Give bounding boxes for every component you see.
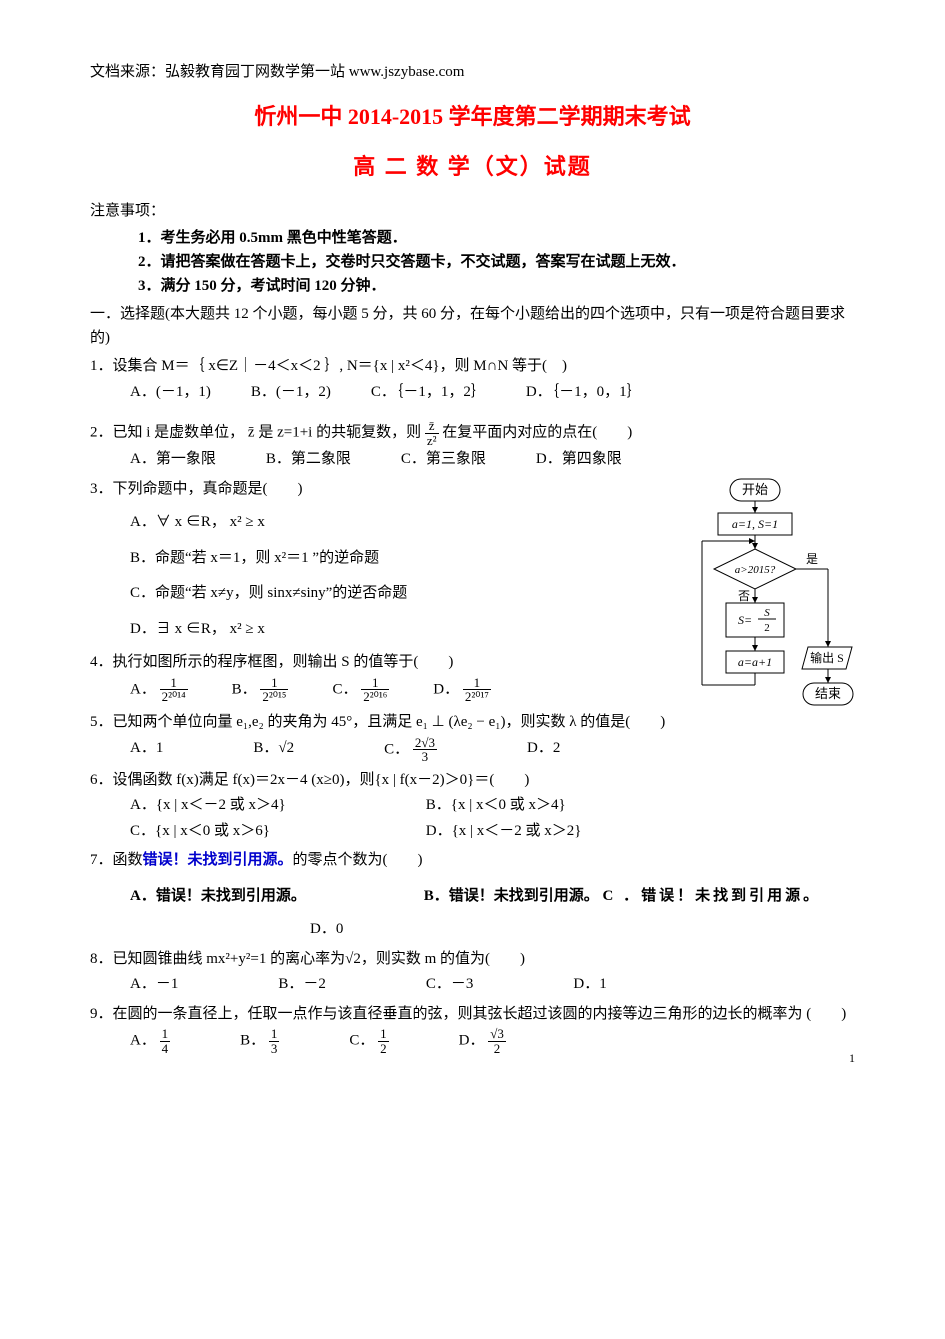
svg-text:a=a+1: a=a+1	[738, 655, 772, 669]
option-a: A． 12²⁰¹⁴	[130, 676, 188, 704]
svg-text:开始: 开始	[742, 482, 768, 497]
exam-title-line2: 高 二 数 学（文）试题	[90, 149, 855, 181]
q2-pre: 2．已知 i 是虚数单位， z̄ 是 z=1+i 的共轭复数，则	[90, 425, 425, 441]
notice-item: 2．请把答案做在答题卡上，交卷时只交答题卡，不交试题，答案写在试题上无效．	[138, 250, 855, 274]
option-c: C．－3	[426, 972, 474, 998]
option-c: C．第三象限	[401, 447, 486, 473]
svg-text:输出 S: 输出 S	[810, 650, 844, 665]
q2-post: 在复平面内对应的点在( )	[442, 425, 632, 441]
fraction: z̄ z²	[425, 419, 439, 447]
option-a: A．(－1，1)	[130, 380, 211, 406]
error-reference: 错误！未找到引用源。	[143, 852, 293, 868]
option-a: A． 14	[130, 1027, 170, 1055]
option-d: D．第四象限	[536, 447, 622, 473]
section-header: 一．选择题(本大题共 12 个小题，每小题 5 分，共 60 分，在每个小题给出…	[90, 302, 855, 350]
question-text: 2．已知 i 是虚数单位， z̄ 是 z=1+i 的共轭复数，则 z̄ z² 在…	[90, 419, 855, 447]
option-b: B．错误！未找到引用源。	[424, 884, 599, 910]
option-b: B．－2	[278, 972, 326, 998]
svg-text:a>2015?: a>2015?	[735, 564, 776, 576]
question-text: 9．在圆的一条直径上，任取一点作与该直径垂直的弦，则其弦长超过该圆的内接等边三角…	[90, 1002, 855, 1028]
question-text: 1．设集合 M＝｛ x∈Z｜－4＜x＜2 ｝, N＝{x | x²＜4}，则 M…	[90, 354, 855, 380]
option-d: D．1	[573, 972, 606, 998]
option-c: C． 2√33	[384, 736, 437, 764]
option-c: C．{x | x＜0 或 x＞6}	[130, 819, 286, 845]
exam-title-line1: 忻州一中 2014-2015 学年度第二学期期末考试	[90, 99, 855, 131]
page-number: 1	[849, 1051, 855, 1066]
option-c: C． 12	[349, 1027, 388, 1055]
question-text: 8．已知圆锥曲线 mx²+y²=1 的离心率为√2，则实数 m 的值为( )	[90, 947, 855, 973]
option-d: D． 12²⁰¹⁷	[433, 676, 491, 704]
option-a: A．错误！未找到引用源。	[130, 884, 420, 910]
svg-text:2: 2	[764, 622, 770, 634]
question-1: 1．设集合 M＝｛ x∈Z｜－4＜x＜2 ｝, N＝{x | x²＜4}，则 M…	[90, 354, 855, 405]
option-a: A．第一象限	[130, 447, 216, 473]
svg-text:S: S	[764, 607, 770, 619]
option-b: B． 13	[240, 1027, 279, 1055]
option-d: D．2	[527, 736, 560, 764]
notice-item: 1．考生务必用 0.5mm 黑色中性笔答题．	[138, 226, 855, 250]
denominator: z²	[425, 434, 439, 448]
option-d: D．{x | x＜－2 或 x＞2}	[426, 819, 582, 845]
option-b: B．第二象限	[266, 447, 351, 473]
option-a: A．1	[130, 736, 163, 764]
notice-item: 3．满分 150 分，考试时间 120 分钟．	[138, 274, 855, 298]
question-text: 7．函数错误！未找到引用源。的零点个数为( )	[90, 848, 855, 874]
svg-text:a=1, S=1: a=1, S=1	[732, 517, 778, 531]
option-b: B．√2	[253, 736, 294, 764]
option-a: A．{x | x＜－2 或 x＞4}	[130, 793, 286, 819]
question-8: 8．已知圆锥曲线 mx²+y²=1 的离心率为√2，则实数 m 的值为( ) A…	[90, 947, 855, 998]
option-d: D． √32	[459, 1027, 506, 1055]
question-7: 7．函数错误！未找到引用源。的零点个数为( ) A．错误！未找到引用源。 B．错…	[90, 848, 855, 943]
option-b: B．(－1，2)	[251, 380, 331, 406]
option-b: B． 12²⁰¹⁵	[232, 676, 289, 704]
option-a: A．－1	[130, 972, 178, 998]
option-c: C．｛－1，1，2｝	[371, 380, 486, 406]
notice-header: 注意事项：	[90, 199, 855, 220]
source-line: 文档来源：弘毅教育园丁网数学第一站 www.jszybase.com	[90, 60, 855, 81]
option-d: D．｛－1，0，1｝	[526, 380, 642, 406]
numerator: z̄	[425, 419, 439, 434]
svg-text:S=: S=	[738, 613, 752, 627]
question-2: 2．已知 i 是虚数单位， z̄ 是 z=1+i 的共轭复数，则 z̄ z² 在…	[90, 419, 855, 473]
option-b: B．{x | x＜0 或 x＞4}	[426, 793, 582, 819]
question-text: 6．设偶函数 f(x)满足 f(x)＝2x－4 (x≥0)，则{x | f(x－…	[90, 768, 855, 794]
svg-text:是: 是	[806, 552, 818, 566]
question-9: 9．在圆的一条直径上，任取一点作与该直径垂直的弦，则其弦长超过该圆的内接等边三角…	[90, 1002, 855, 1056]
option-c: C． 12²⁰¹⁶	[332, 676, 389, 704]
option-d: D．0	[310, 921, 343, 937]
flowchart-figure: 开始 a=1, S=1 a>2015? 是 否 S= S 2	[690, 477, 855, 747]
svg-text:否: 否	[738, 589, 750, 603]
svg-text:结束: 结束	[815, 686, 841, 701]
question-6: 6．设偶函数 f(x)满足 f(x)＝2x－4 (x≥0)，则{x | f(x－…	[90, 768, 855, 845]
option-c: C ．错误！未找到引用源。	[603, 884, 822, 910]
